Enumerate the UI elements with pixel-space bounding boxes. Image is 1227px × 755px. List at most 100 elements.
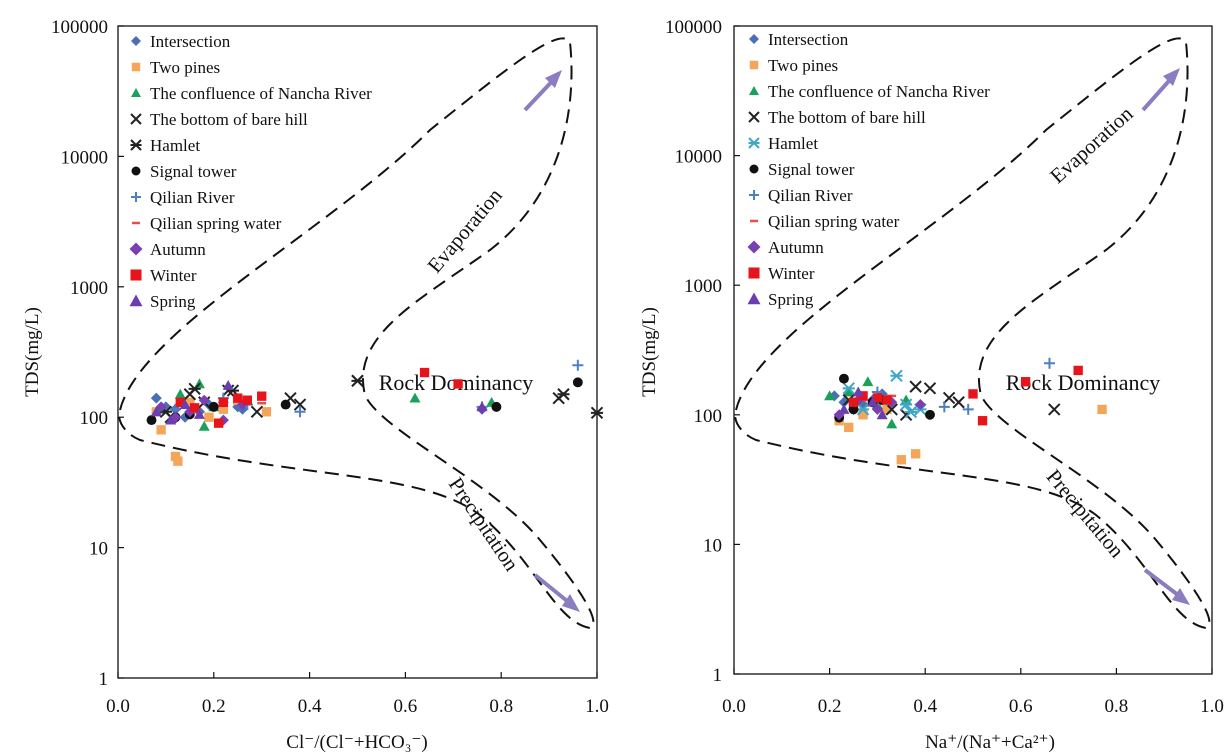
data-point xyxy=(1097,404,1107,415)
data-point xyxy=(909,380,922,393)
y-ticks-left: 1 10 100 1000 10000 100000 xyxy=(51,17,124,690)
data-point xyxy=(453,379,463,389)
data-point xyxy=(886,418,898,429)
data-point xyxy=(193,408,205,419)
x-tick-label: 0.4 xyxy=(298,696,322,717)
data-point xyxy=(896,455,906,465)
data-point xyxy=(242,395,253,405)
data-point xyxy=(572,377,583,388)
data-point xyxy=(250,405,264,419)
data-point xyxy=(257,391,267,401)
plot-frame-right xyxy=(733,25,1213,675)
legend-marker xyxy=(749,190,759,200)
legend-marker xyxy=(131,62,141,72)
legend-label: Qilian spring water xyxy=(150,214,282,233)
legend-marker xyxy=(748,137,760,149)
legend-marker xyxy=(747,240,761,254)
data-point xyxy=(185,397,195,408)
legend-label: Signal tower xyxy=(768,160,855,179)
evaporation-arrowhead-right xyxy=(1163,68,1180,86)
legend-marker xyxy=(130,269,142,281)
data-point xyxy=(856,403,870,416)
y-tick-label: 100 xyxy=(694,406,723,427)
data-point xyxy=(899,398,913,411)
data-point xyxy=(261,407,272,417)
legend-marker xyxy=(131,166,141,176)
data-point xyxy=(968,389,978,399)
data-point xyxy=(876,409,888,420)
legend-label: The bottom of bare hill xyxy=(768,108,926,127)
data-point xyxy=(1020,377,1031,387)
data-point xyxy=(1073,365,1083,376)
legend-label: Spring xyxy=(768,290,814,309)
data-point xyxy=(198,420,210,431)
data-point xyxy=(294,406,306,418)
x-tick-label: 0.8 xyxy=(1105,696,1129,717)
evaporation-arrowhead-left xyxy=(545,70,562,88)
data-point xyxy=(150,406,162,417)
legend-label: Two pines xyxy=(768,56,838,75)
legend-label: Intersection xyxy=(150,32,231,51)
chart-left: 1 10 100 1000 10000 100000 0.0 0.2 0.4 0.6 0.8 1.0… xyxy=(22,17,609,753)
data-point xyxy=(882,404,892,415)
rock-dominancy-label-right: Rock Dominancy xyxy=(1006,370,1161,395)
legend-label: Two pines xyxy=(150,58,220,77)
y-tick-label: 10 xyxy=(89,539,108,560)
points-left xyxy=(146,359,604,466)
precipitation-label-left: Precipitation xyxy=(444,473,524,576)
legend-marker xyxy=(131,192,141,202)
data-point xyxy=(476,401,488,412)
legend-marker xyxy=(748,111,760,123)
y-tick-label: 100 xyxy=(80,408,109,429)
legend-label: Intersection xyxy=(768,30,849,49)
legend-marker xyxy=(749,34,759,44)
legend-marker xyxy=(749,86,759,95)
precipitation-arrow-right xyxy=(1143,568,1184,600)
data-point xyxy=(858,410,868,420)
x-tick-label: 1.0 xyxy=(1200,696,1224,717)
data-point xyxy=(942,391,956,405)
data-point xyxy=(844,422,854,433)
data-point xyxy=(838,373,849,384)
data-point xyxy=(156,425,166,435)
data-point xyxy=(848,397,859,407)
data-point xyxy=(843,386,855,397)
data-point xyxy=(885,403,898,416)
legend-label: The bottom of bare hill xyxy=(150,110,308,129)
y-tick-label: 100000 xyxy=(51,17,108,38)
data-point xyxy=(188,382,201,396)
data-point xyxy=(213,418,224,428)
legend-label: The confluence of Nancha River xyxy=(768,82,990,101)
data-point xyxy=(150,392,162,404)
y-tick-label: 10000 xyxy=(61,147,109,168)
x-ticks-left: 0.0 0.2 0.4 0.6 0.8 1.0 xyxy=(106,672,609,717)
y-tick-label: 10000 xyxy=(675,147,723,168)
data-point xyxy=(155,401,167,413)
x-tick-label: 0.6 xyxy=(1009,696,1033,717)
data-point xyxy=(170,451,181,462)
data-point xyxy=(862,376,874,387)
legend-marker xyxy=(129,242,143,256)
data-point xyxy=(925,409,935,420)
data-point xyxy=(962,403,974,415)
chart-right: 1 10 100 1000 10000 100000 0.0 0.2 0.4 0.6 0.8 1.0… xyxy=(639,17,1224,753)
data-point xyxy=(871,403,883,415)
precipitation-arrowhead-right xyxy=(1172,588,1190,605)
data-point xyxy=(351,374,364,388)
legend-marker xyxy=(129,294,143,307)
legend-label: Qilian River xyxy=(768,186,853,205)
data-point xyxy=(838,403,850,414)
data-point xyxy=(572,359,584,371)
data-point xyxy=(146,415,157,426)
data-point xyxy=(914,399,926,411)
legend-label: Winter xyxy=(768,264,815,283)
data-point xyxy=(557,388,570,401)
data-point xyxy=(175,397,185,408)
legend-label: Signal tower xyxy=(150,162,237,181)
y-tick-label: 1000 xyxy=(70,278,108,299)
legend-label: The confluence of Nancha River xyxy=(150,84,372,103)
data-point xyxy=(890,369,903,382)
x-tick-label: 0.4 xyxy=(913,696,937,717)
legend-marker xyxy=(748,267,760,279)
data-point xyxy=(198,394,210,406)
